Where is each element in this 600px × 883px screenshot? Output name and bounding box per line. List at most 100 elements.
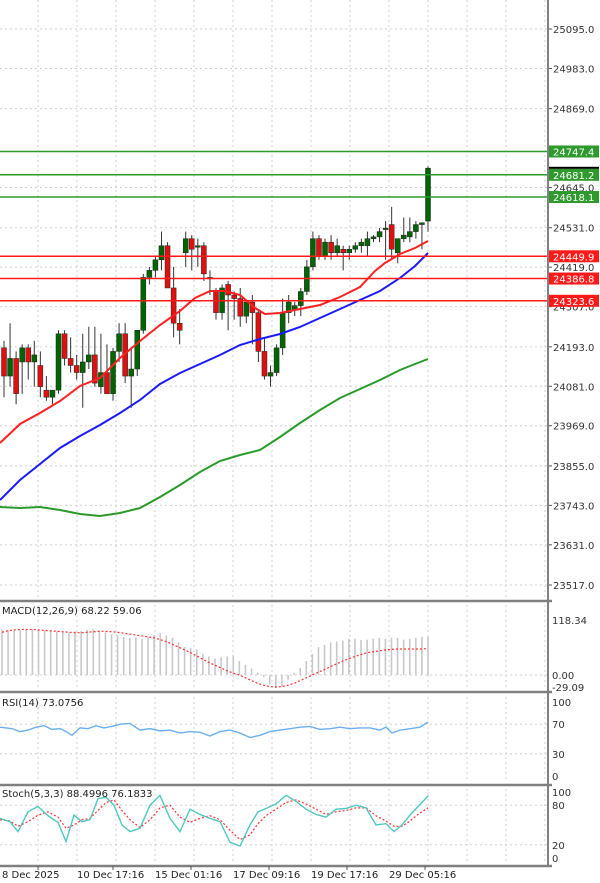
candle[interactable] xyxy=(67,337,74,373)
candle[interactable] xyxy=(213,287,219,320)
price-axis-label: 24869.0 xyxy=(553,105,594,116)
price-level-tag: 24323.6 xyxy=(549,294,599,308)
candle[interactable] xyxy=(140,273,147,334)
candle[interactable] xyxy=(401,217,407,243)
candle[interactable] xyxy=(1,340,7,398)
candle[interactable] xyxy=(19,344,25,394)
candle[interactable] xyxy=(376,228,383,243)
stoch-axis-label: 20 xyxy=(552,841,565,852)
candle[interactable] xyxy=(73,354,80,380)
price-level-tag: 24618.1 xyxy=(549,191,599,204)
candle[interactable] xyxy=(225,280,231,331)
price-axis-label: 23517.0 xyxy=(553,581,594,592)
candle[interactable] xyxy=(358,238,365,253)
candle[interactable] xyxy=(152,256,159,278)
candle[interactable] xyxy=(388,206,395,260)
candle[interactable] xyxy=(49,389,56,405)
candle[interactable] xyxy=(298,287,304,317)
price-level-tag: 24449.9 xyxy=(549,250,599,263)
candle[interactable] xyxy=(13,351,19,405)
stochastic-panel[interactable] xyxy=(0,794,548,848)
candle[interactable] xyxy=(201,242,207,281)
price-axis-label: 23969.0 xyxy=(553,422,594,433)
candle[interactable] xyxy=(86,326,92,370)
candle[interactable] xyxy=(364,231,371,257)
moving-average-line xyxy=(0,240,429,444)
candle[interactable] xyxy=(413,221,419,239)
candle[interactable] xyxy=(37,351,44,398)
candle[interactable] xyxy=(7,323,13,387)
stoch-main-line xyxy=(0,794,429,848)
stoch-title: Stoch(5,3,3) 88.4996 76.1833 xyxy=(2,789,153,800)
candle[interactable] xyxy=(425,166,431,232)
candle[interactable] xyxy=(182,231,189,267)
candle[interactable] xyxy=(31,340,38,387)
svg-text:24449.9: 24449.9 xyxy=(553,252,594,263)
time-axis-label: 15 Dec 01:16 xyxy=(155,870,222,881)
candle[interactable] xyxy=(249,295,256,345)
macd-panel[interactable] xyxy=(0,628,548,689)
candle[interactable] xyxy=(334,238,340,257)
stoch-axis-label: 0 xyxy=(552,854,558,865)
candle[interactable] xyxy=(98,333,104,394)
price-axis-label: 24645.0 xyxy=(553,184,594,195)
price-axis-label: 24081.0 xyxy=(553,382,594,393)
candle[interactable] xyxy=(219,284,225,320)
candle[interactable] xyxy=(195,238,201,267)
stoch-axis-label: 100 xyxy=(552,788,571,799)
candle[interactable] xyxy=(43,376,50,401)
candle[interactable] xyxy=(170,266,177,338)
candle[interactable] xyxy=(243,301,250,324)
rsi-line xyxy=(0,721,429,739)
candle[interactable] xyxy=(189,235,195,271)
macd-title: MACD(12,26,9) 68.22 59.06 xyxy=(2,606,142,617)
candle[interactable] xyxy=(310,231,316,271)
candle[interactable] xyxy=(146,266,153,285)
candle[interactable] xyxy=(261,337,268,380)
candle[interactable] xyxy=(61,330,68,366)
candle[interactable] xyxy=(110,347,116,401)
candle[interactable] xyxy=(92,326,98,387)
candle[interactable] xyxy=(176,309,183,345)
rsi-axis-label: 30 xyxy=(552,750,565,761)
candle[interactable] xyxy=(55,330,62,394)
candle[interactable] xyxy=(134,330,141,377)
stoch-axis-label: 80 xyxy=(552,801,565,812)
candle[interactable] xyxy=(104,344,110,394)
price-axis-label: 25095.0 xyxy=(553,25,594,36)
time-axis-label: 17 Dec 09:16 xyxy=(233,870,300,881)
candle[interactable] xyxy=(79,333,86,408)
time-axis-label: 19 Dec 17:16 xyxy=(311,870,378,881)
candle[interactable] xyxy=(164,242,171,289)
macd-axis-label: 0.00 xyxy=(552,671,574,682)
candle[interactable] xyxy=(116,323,122,362)
time-axis-label: 10 Dec 17:16 xyxy=(77,870,144,881)
svg-text:24618.1: 24618.1 xyxy=(553,193,594,204)
candle[interactable] xyxy=(352,242,359,253)
candle[interactable] xyxy=(231,291,237,320)
candle[interactable] xyxy=(407,217,413,243)
rsi-title: RSI(14) 73.0756 xyxy=(2,698,83,709)
candle[interactable] xyxy=(340,245,346,271)
candle[interactable] xyxy=(128,347,134,408)
candle[interactable] xyxy=(158,231,165,271)
candle[interactable] xyxy=(304,259,310,296)
candle[interactable] xyxy=(382,221,389,260)
moving-average-line xyxy=(0,358,429,518)
candle[interactable] xyxy=(285,295,292,324)
svg-text:24386.8: 24386.8 xyxy=(553,275,594,286)
price-panel[interactable] xyxy=(0,150,548,518)
rsi-panel[interactable] xyxy=(0,721,548,755)
candle[interactable] xyxy=(267,365,274,387)
candle[interactable] xyxy=(394,238,401,264)
candle[interactable] xyxy=(255,309,262,362)
price-axis-label: 23631.0 xyxy=(553,541,594,552)
candle[interactable] xyxy=(25,344,31,380)
candle[interactable] xyxy=(346,245,353,260)
time-axis-label: 8 Dec 2025 xyxy=(2,870,60,881)
candle[interactable] xyxy=(273,344,280,377)
svg-text:24747.4: 24747.4 xyxy=(553,147,594,158)
macd-axis-label: 118.34 xyxy=(552,616,587,627)
candle[interactable] xyxy=(370,235,377,243)
